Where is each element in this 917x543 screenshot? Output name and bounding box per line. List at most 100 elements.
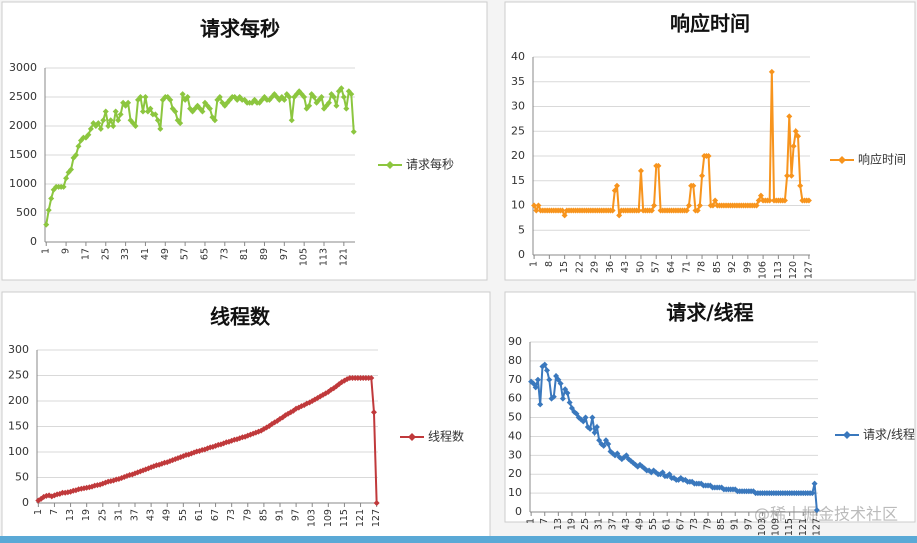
point-marker (559, 395, 566, 402)
y-tick-label: 50 (508, 411, 522, 424)
point-marker (157, 125, 164, 132)
y-tick-label: 150 (8, 420, 29, 433)
y-tick-label: 300 (8, 343, 29, 356)
y-tick-label: 500 (16, 206, 37, 219)
x-tick-label: 85 (258, 509, 269, 521)
y-tick-label: 30 (508, 448, 522, 461)
x-tick-label: 89 (259, 248, 270, 260)
x-tick-label: 57 (180, 248, 191, 260)
y-tick-label: 40 (508, 429, 522, 442)
point-marker (696, 202, 703, 209)
point-marker (559, 207, 566, 214)
point-marker (561, 212, 568, 219)
x-tick-label: 73 (219, 248, 230, 260)
point-marker (63, 175, 70, 182)
point-marker (637, 167, 644, 174)
point-marker (788, 172, 795, 179)
x-tick-label: 1 (526, 518, 537, 524)
point-marker (580, 418, 587, 425)
point-marker (805, 197, 812, 204)
point-marker (199, 108, 206, 115)
x-tick-label: 109 (323, 509, 334, 527)
x-tick-label: 120 (788, 261, 799, 279)
point-marker (301, 94, 308, 100)
point-marker (609, 207, 616, 214)
point-marker (562, 386, 569, 393)
x-tick-label: 1 (529, 261, 540, 267)
x-tick-label: 13 (553, 518, 564, 530)
point-marker (137, 94, 144, 100)
point-marker (172, 108, 179, 115)
point-marker (112, 108, 119, 115)
point-marker (184, 94, 191, 100)
x-tick-label: 7 (49, 509, 60, 515)
y-tick-label: 1000 (9, 177, 37, 190)
y-tick-label: 250 (8, 369, 29, 382)
point-marker (757, 192, 764, 199)
x-tick-label: 97 (291, 509, 302, 521)
point-marker (311, 94, 318, 100)
point-marker (110, 123, 117, 129)
x-tick-label: 41 (140, 248, 151, 260)
point-marker (651, 202, 658, 209)
x-tick-label: 55 (178, 509, 189, 521)
x-tick-label: 13 (65, 509, 76, 521)
point-marker (122, 102, 129, 109)
legend-marker (386, 161, 394, 169)
point-marker (97, 125, 104, 132)
x-tick-label: 79 (703, 518, 714, 530)
y-tick-label: 20 (511, 149, 525, 162)
point-marker (43, 221, 50, 228)
x-tick-label: 78 (697, 261, 708, 273)
y-tick-label: 2000 (9, 119, 37, 132)
point-marker (281, 96, 288, 103)
point-marker (699, 172, 706, 179)
x-tick-label: 121 (338, 248, 349, 266)
panel (504, 1, 916, 281)
x-tick-label: 65 (199, 248, 210, 260)
point-marker (48, 195, 55, 202)
x-tick-label: 37 (607, 518, 618, 530)
x-tick-label: 15 (559, 261, 570, 273)
point-marker (105, 123, 112, 129)
point-marker (605, 441, 612, 447)
x-tick-label: 73 (226, 509, 237, 521)
point-marker (589, 414, 596, 421)
x-tick-label: 85 (712, 261, 723, 273)
point-marker (325, 99, 332, 106)
x-tick-label: 115 (339, 509, 350, 527)
x-tick-label: 22 (574, 261, 585, 273)
x-tick-label: 19 (81, 509, 92, 521)
legend-label: 请求/线程 (863, 427, 915, 442)
point-marker (350, 128, 357, 135)
x-tick-label: 61 (662, 518, 673, 530)
y-tick-label: 20 (508, 467, 522, 480)
point-marker (167, 96, 174, 103)
x-tick-label: 19 (566, 518, 577, 530)
point-marker (709, 202, 716, 209)
point-marker (616, 212, 623, 219)
y-tick-label: 40 (511, 50, 525, 63)
x-tick-label: 57 (651, 261, 662, 273)
x-tick-label: 25 (97, 509, 108, 521)
x-tick-label: 43 (620, 261, 631, 273)
point-marker (531, 202, 538, 209)
point-marker (211, 117, 218, 124)
point-marker (373, 500, 380, 506)
x-tick-label: 85 (716, 518, 727, 530)
point-marker (797, 182, 804, 189)
y-tick-label: 50 (15, 471, 29, 484)
x-tick-label: 92 (727, 261, 738, 273)
x-tick-label: 1 (41, 248, 52, 254)
point-marker (694, 207, 701, 214)
legend-marker (843, 431, 851, 439)
point-marker (179, 91, 186, 98)
point-marker (541, 361, 548, 368)
point-marker (666, 471, 673, 478)
x-tick-label: 73 (689, 518, 700, 530)
point-marker (125, 99, 132, 106)
x-tick-label: 9 (61, 248, 72, 254)
y-tick-label: 70 (508, 373, 522, 386)
y-tick-label: 60 (508, 392, 522, 405)
watermark: @稀土掘金技术社区 (754, 505, 898, 524)
